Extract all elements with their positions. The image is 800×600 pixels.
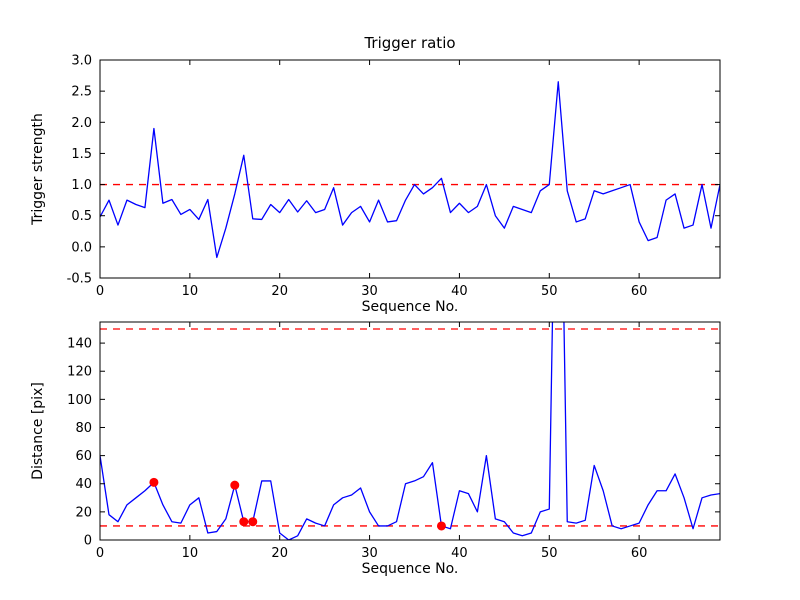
y-tick-label: 40 [75, 477, 92, 492]
x-tick-label: 30 [361, 546, 378, 561]
x-axis-label: Sequence No. [362, 561, 459, 577]
y-tick-label: 60 [75, 449, 92, 464]
y-tick-label: 100 [67, 393, 92, 408]
y-tick-label: 80 [75, 421, 92, 436]
x-axis-label: Sequence No. [362, 299, 459, 315]
data-line [100, 322, 720, 540]
y-tick-label: 1.5 [71, 147, 92, 162]
x-tick-label: 30 [361, 284, 378, 299]
y-tick-label: 20 [75, 505, 92, 520]
chart-title: Trigger ratio [363, 34, 455, 52]
event-marker [436, 521, 446, 531]
event-marker [239, 517, 249, 527]
event-marker [230, 480, 240, 490]
y-tick-label: 1.0 [71, 178, 92, 193]
y-axis-label: Trigger strength [30, 113, 46, 226]
x-tick-label: 20 [271, 546, 288, 561]
distance-subplot: 0 10 20 30 40 50 60 0 20 40 60 80 100 120 140 Sequence … [30, 321, 721, 577]
x-tick-label: 40 [451, 546, 468, 561]
y-tick-label: 2.5 [71, 85, 92, 100]
y-tick-label: 0 [84, 534, 92, 549]
x-tick-label: 10 [182, 284, 199, 299]
trigger-ratio-subplot: 0 10 20 30 40 50 60 -0.5 0.0 0.5 1.0 1.5 2.0 2.5 3.0 Tr… [30, 34, 721, 315]
axes-background [100, 322, 720, 540]
y-tick-label: 2.0 [71, 116, 92, 131]
x-tick-label: 0 [96, 284, 104, 299]
x-tick-label: 0 [96, 546, 104, 561]
event-marker [149, 477, 159, 487]
x-tick-label: 10 [182, 546, 199, 561]
y-tick-label: -0.5 [67, 272, 92, 287]
x-tick-label: 50 [541, 284, 558, 299]
y-axis-label: Distance [pix] [30, 382, 46, 480]
x-tick-label: 60 [631, 546, 648, 561]
axes-frame [99, 59, 721, 279]
event-marker [248, 517, 258, 527]
y-tick-label: 0.5 [71, 209, 92, 224]
x-tick-label: 20 [271, 284, 288, 299]
x-tick-label: 60 [631, 284, 648, 299]
y-tick-label: 0.0 [71, 240, 92, 255]
y-tick-label: 3.0 [71, 54, 92, 69]
y-tick-label: 120 [67, 365, 92, 380]
x-tick-label: 40 [451, 284, 468, 299]
y-tick-label: 140 [67, 337, 92, 352]
x-tick-label: 50 [541, 546, 558, 561]
data-line [100, 81, 720, 259]
axes-frame [99, 321, 721, 541]
axes-background [100, 60, 720, 278]
